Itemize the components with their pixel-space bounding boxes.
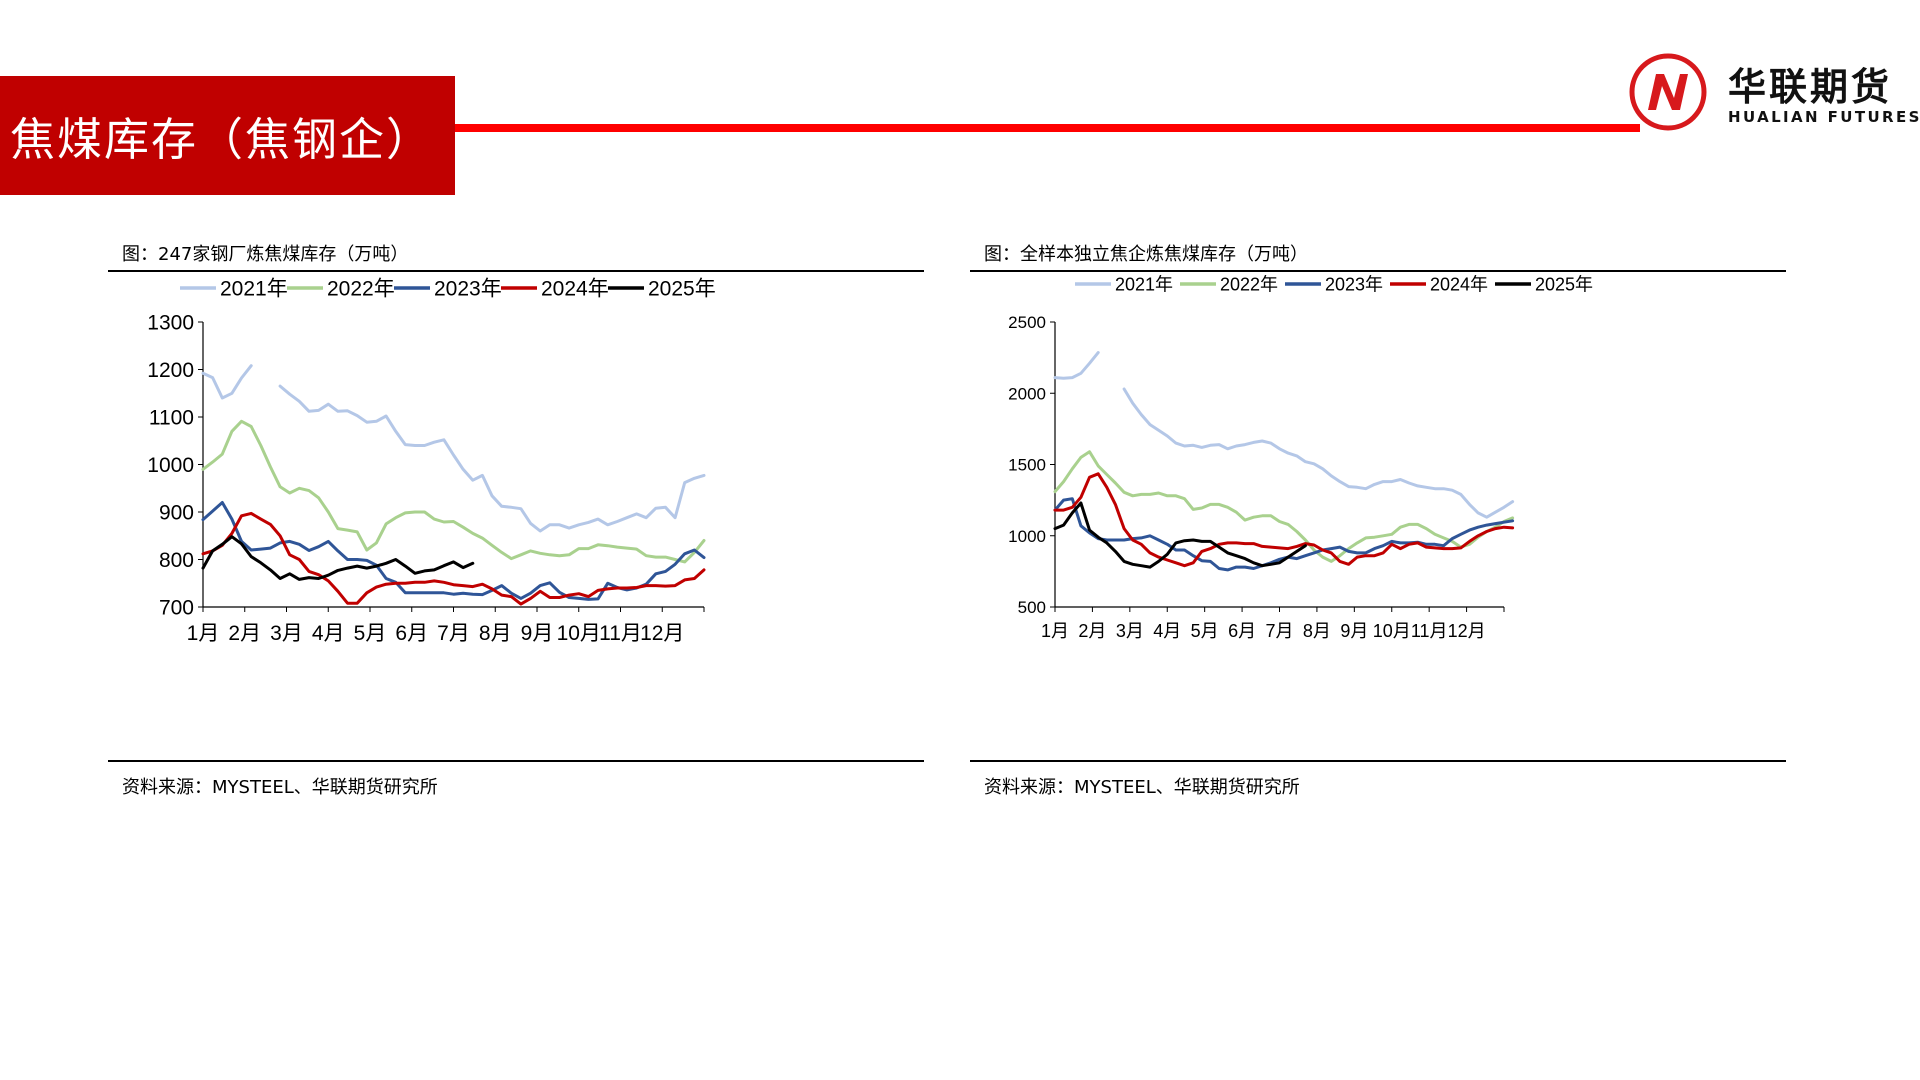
coking-plant-inventory-chart: 500 1000 1500 2000 2500 1月 2月 3月 4月 5月 6月 7月 8月 9月 10月… (1008, 274, 1593, 641)
legend-label: 2023年 (1325, 274, 1383, 294)
x-tick-label: 11月 (599, 622, 642, 645)
legend-label: 2025年 (648, 278, 716, 301)
x-tick-label: 11月 (1411, 621, 1448, 641)
x-tick-label: 6月 (395, 622, 428, 645)
chart-caption: 图：全样本独立焦企炼焦煤库存（万吨） (984, 244, 1308, 265)
x-tick-label: 8月 (479, 622, 512, 645)
hualian-logo-icon (1629, 53, 1707, 131)
legend-label: 2025年 (1535, 274, 1593, 294)
series-line-2025 (201, 535, 475, 581)
y-tick-label: 500 (1018, 598, 1046, 617)
x-tick-label: 12月 (640, 622, 684, 645)
y-tick-label: 900 (159, 502, 194, 525)
caption-rule (970, 270, 1786, 272)
x-tick-label: 7月 (437, 622, 470, 645)
series-line-2021 (1053, 351, 1515, 519)
brand-name-cn: 华联期货 (1728, 65, 1893, 109)
y-tick-label: 1200 (147, 359, 194, 382)
y-tick-label: 1300 (147, 312, 194, 335)
x-tick-label: 5月 (1191, 621, 1219, 641)
series-line-2024 (1053, 472, 1515, 568)
y-tick-label: 1000 (147, 454, 194, 477)
data-source-note: 资料来源：MYSTEEL、华联期货研究所 (122, 777, 438, 798)
y-tick-label: 2000 (1008, 384, 1046, 403)
source-rule (108, 760, 924, 762)
caption-rule (108, 270, 924, 272)
y-tick-label: 2500 (1008, 313, 1046, 332)
title-banner: 焦煤库存（焦钢企） (0, 76, 455, 195)
x-tick-label: 2月 (1078, 621, 1106, 641)
series-line-2025 (1053, 501, 1307, 569)
x-tick-label: 9月 (521, 622, 554, 645)
x-tick-label: 8月 (1303, 621, 1331, 641)
y-tick-label: 1000 (1008, 527, 1046, 546)
x-tick-label: 5月 (354, 622, 387, 645)
legend-label: 2024年 (541, 278, 609, 301)
x-tick-label: 12月 (1448, 621, 1486, 641)
x-tick-label: 9月 (1340, 621, 1368, 641)
x-tick-label: 1月 (1041, 621, 1069, 641)
series-line-2022 (1053, 450, 1515, 563)
data-source-note: 资料来源：MYSTEEL、华联期货研究所 (984, 777, 1300, 798)
series-line-2022 (201, 419, 706, 564)
y-tick-label: 800 (159, 549, 194, 572)
x-tick-label: 4月 (1153, 621, 1181, 641)
y-tick-label: 700 (159, 597, 194, 620)
x-tick-label: 3月 (1116, 621, 1144, 641)
x-tick-label: 4月 (312, 622, 345, 645)
legend-label: 2021年 (220, 278, 288, 301)
brand-name-en: HUALIAN FUTURES (1728, 108, 1920, 126)
steel-mill-coking-coal-panel: 图：247家钢厂炼焦煤库存（万吨） 700 800 900 1000 1100 1200 1… (108, 238, 924, 798)
chart-caption: 图：247家钢厂炼焦煤库存（万吨） (122, 244, 409, 265)
source-rule (970, 760, 1786, 762)
x-tick-label: 7月 (1265, 621, 1293, 641)
x-tick-label: 1月 (187, 622, 220, 645)
steel-mill-inventory-chart: 700 800 900 1000 1100 1200 1300 1月 2月 3月 4月 5月 6月 7月 8… (147, 278, 716, 645)
series-line-2021 (201, 364, 706, 533)
x-tick-label: 10月 (1373, 621, 1411, 641)
page-title: 焦煤库存（焦钢企） (10, 113, 434, 166)
coking-plant-coking-coal-panel: 图：全样本独立焦企炼焦煤库存（万吨） 500 1000 1500 2000 2500 1月… (970, 238, 1786, 798)
title-underline (455, 124, 1640, 132)
legend-label: 2022年 (327, 278, 395, 301)
legend-label: 2021年 (1115, 274, 1173, 294)
brand-logo: 华联期货 HUALIAN FUTURES (1620, 48, 1919, 138)
legend-label: 2023年 (434, 278, 502, 301)
x-tick-label: 6月 (1228, 621, 1256, 641)
y-tick-label: 1100 (149, 407, 194, 430)
x-tick-label: 2月 (228, 622, 261, 645)
legend-label: 2022年 (1220, 274, 1278, 294)
y-tick-label: 1500 (1008, 456, 1046, 475)
x-tick-label: 3月 (270, 622, 303, 645)
series-line-2024 (201, 511, 706, 606)
x-tick-label: 10月 (557, 622, 601, 645)
legend-label: 2024年 (1430, 274, 1488, 294)
